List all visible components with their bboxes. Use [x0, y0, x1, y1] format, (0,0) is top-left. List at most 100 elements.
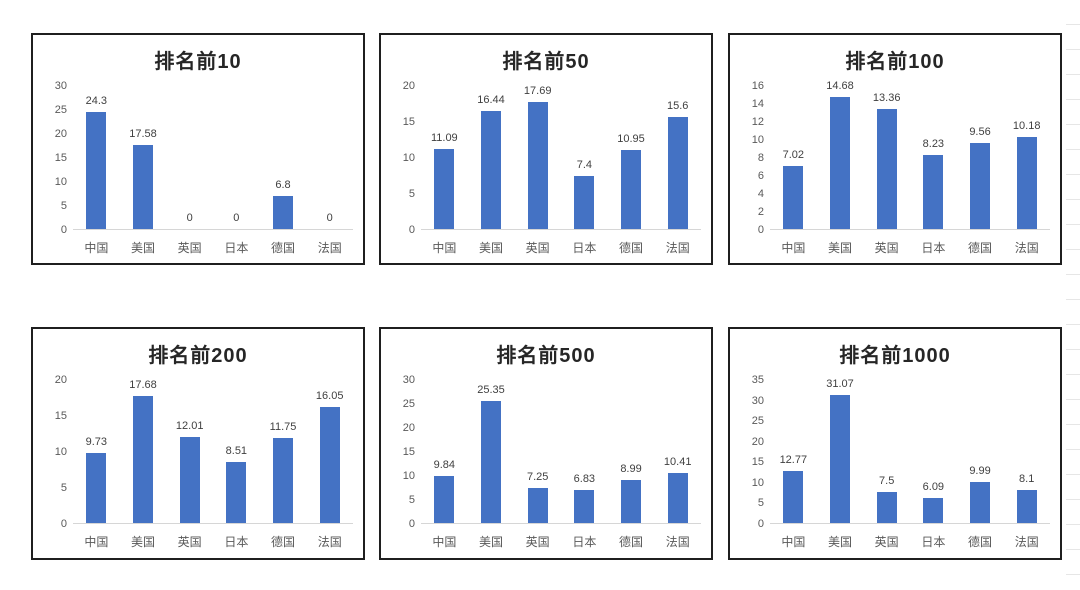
- data-label: 15.6: [666, 99, 689, 112]
- data-label: 8.1: [1019, 472, 1035, 485]
- bar-slot: 8.23: [910, 86, 957, 229]
- x-axis-category-label: 美国: [131, 241, 156, 255]
- x-axis-category-label: 日本: [224, 535, 249, 549]
- bar: [923, 154, 944, 229]
- y-axis-tick-label: 10: [751, 476, 764, 489]
- data-label: 14.68: [826, 79, 854, 92]
- y-axis-tick-label: 15: [54, 152, 67, 164]
- y-axis-tick-label: 20: [402, 422, 415, 434]
- y-axis-tick-label: 5: [757, 497, 764, 510]
- bar: [434, 475, 455, 523]
- y-axis-tick-label: 8: [757, 152, 764, 164]
- x-axis-category-label: 德国: [619, 241, 644, 255]
- bar-slot: 31.07: [817, 378, 864, 523]
- data-label: 17.68: [129, 378, 157, 391]
- data-label: 24.3: [85, 95, 108, 108]
- data-label: 10.95: [617, 133, 645, 146]
- data-label: 12.77: [779, 453, 808, 466]
- data-label: 0: [186, 212, 193, 224]
- bar-slot: 11.75: [260, 380, 307, 523]
- y-axis-tick-label: 5: [60, 200, 67, 212]
- bar-slot: 7.02: [770, 86, 817, 229]
- y-axis-tick-label: 16: [751, 80, 764, 92]
- bar-slot: 0: [166, 86, 213, 229]
- bar: [667, 116, 688, 229]
- bar: [783, 165, 804, 229]
- data-label: 16.44: [477, 93, 505, 106]
- bar: [1016, 489, 1037, 523]
- bar: [86, 452, 107, 523]
- y-axis-tick-label: 0: [60, 518, 67, 530]
- bar-slot: 12.77: [770, 380, 817, 523]
- y-axis-tick-label: 25: [402, 398, 415, 410]
- y-axis-tick-label: 5: [408, 188, 415, 200]
- y-axis-tick-label: 10: [751, 134, 764, 146]
- chart-panel[interactable]: 排名前10 0 5 10 15 20 25 30 24.3 17.58 0 0 6.8 0 中国 美国 英国 日本…: [31, 33, 365, 265]
- chart-panel[interactable]: 排名前1000 0 5 10 15 20 25 30 35 12.77 31.07 7.5 6.09 9.…: [728, 327, 1062, 560]
- y-axis-tick-label: 0: [60, 224, 67, 236]
- bar-slot: 6.09: [910, 380, 957, 523]
- x-axis-category-label: 德国: [619, 535, 644, 549]
- y-axis-tick-label: 15: [54, 410, 67, 422]
- x-axis-category-label: 德国: [968, 535, 993, 549]
- x-axis-category-label: 中国: [84, 535, 109, 549]
- y-axis-tick-label: 20: [751, 435, 764, 448]
- bar: [667, 473, 688, 523]
- bar: [970, 143, 991, 229]
- y-axis-tick-label: 15: [402, 446, 415, 458]
- plot-area: 11.09 16.44 17.69 7.4 10.95 15.6: [421, 85, 701, 230]
- bar-slot: 8.1: [1003, 380, 1050, 523]
- x-axis-category-label: 美国: [479, 241, 504, 255]
- data-label: 25.35: [477, 384, 505, 397]
- bar: [574, 175, 595, 229]
- x-axis-labels: 中国 美国 英国 日本 德国 法国: [73, 239, 353, 256]
- x-axis-category-label: 法国: [317, 241, 342, 255]
- plot-area: 9.73 17.68 12.01 8.51 11.75 16.05: [73, 379, 353, 524]
- bar-slot: 0: [306, 86, 353, 229]
- x-axis-category-label: 德国: [968, 241, 993, 255]
- y-axis-tick-label: 20: [54, 374, 67, 386]
- x-axis-category-label: 英国: [525, 241, 550, 255]
- data-label: 0: [326, 212, 333, 224]
- x-axis-category-label: 法国: [317, 535, 342, 549]
- bar-slot: 11.09: [421, 86, 468, 229]
- data-label: 9.56: [969, 126, 991, 138]
- data-label: 10.41: [663, 456, 692, 468]
- x-axis-category-label: 中国: [432, 241, 457, 255]
- x-axis-category-label: 日本: [224, 241, 249, 255]
- x-axis-category-label: 日本: [572, 535, 597, 549]
- chart-panel[interactable]: 排名前100 0 2 4 6 8 10 12 14 16 7.02 14.68 13.36 8.23 9.5…: [728, 33, 1062, 265]
- bar: [273, 196, 294, 229]
- chart-title: 排名前10: [154, 51, 242, 73]
- bar: [527, 488, 548, 523]
- plot-area: 24.3 17.58 0 0 6.8 0: [73, 86, 353, 230]
- x-axis-category-label: 中国: [781, 535, 806, 549]
- chart-title: 排名前500: [496, 345, 596, 367]
- bar: [970, 481, 991, 523]
- bar-slot: 17.68: [120, 379, 167, 523]
- data-label: 17.58: [129, 127, 157, 140]
- bar-slot: 16.05: [306, 380, 353, 523]
- data-label: 6.83: [573, 473, 596, 486]
- data-label: 6.09: [922, 480, 945, 493]
- data-label: 7.5: [879, 475, 895, 488]
- chart-panel[interactable]: 排名前500 0 5 10 15 20 25 30 9.84 25.35 7.25 6.83 8.99 1…: [379, 327, 713, 560]
- chart-panel[interactable]: 排名前50 0 5 10 15 20 11.09 16.44 17.69 7.4 10.95 15.6…: [379, 33, 713, 265]
- chart-title: 排名前1000: [839, 345, 951, 367]
- x-axis-category-label: 美国: [828, 535, 853, 549]
- bar-slot: 10.18: [1003, 86, 1050, 229]
- y-axis-tick-label: 25: [54, 104, 67, 116]
- bar-slot: 25.35: [468, 380, 515, 523]
- x-axis-category-label: 中国: [781, 241, 806, 255]
- bar-slot: 14.68: [817, 80, 864, 229]
- data-label: 8.51: [225, 444, 248, 457]
- bar: [179, 436, 200, 523]
- chart-panel[interactable]: 排名前200 0 5 10 15 20 9.73 17.68 12.01 8.51 11.75 16.…: [31, 327, 365, 560]
- y-axis-tick-label: 4: [757, 188, 764, 200]
- y-axis-tick-label: 10: [402, 470, 415, 482]
- data-label: 0: [233, 212, 240, 224]
- plot-area: 12.77 31.07 7.5 6.09 9.99 8.1: [770, 378, 1050, 524]
- data-label: 9.84: [433, 458, 456, 471]
- bar: [876, 108, 897, 229]
- bar-slot: 9.99: [957, 380, 1004, 523]
